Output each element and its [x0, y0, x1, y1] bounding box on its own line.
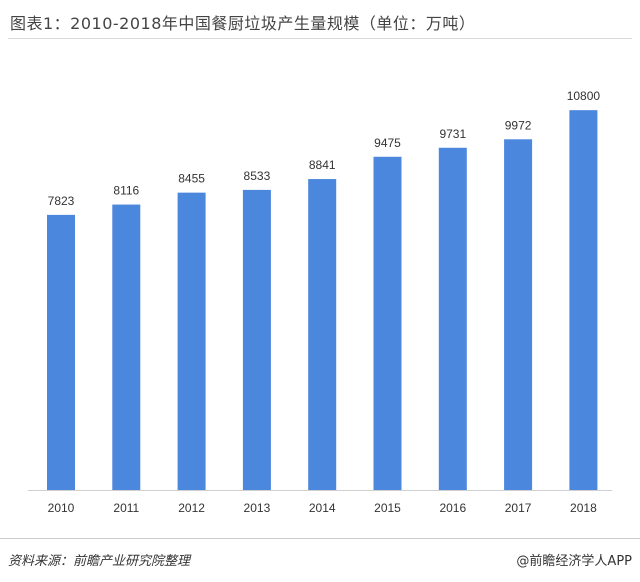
x-tick-label-2018: 2018	[570, 501, 597, 515]
bar-2015	[373, 156, 402, 490]
data-label-2018: 10800	[567, 89, 601, 103]
x-tick-label-2015: 2015	[374, 501, 401, 515]
x-tick-label-2016: 2016	[439, 501, 466, 515]
bar-2017	[504, 139, 533, 490]
bar-2012	[177, 192, 206, 490]
data-label-2011: 8116	[113, 184, 139, 198]
data-label-2010: 7823	[48, 194, 75, 208]
source-note: 资料来源：前瞻产业研究院整理	[8, 554, 191, 569]
bar-chart: 7823 2010 8116 2011 8455 2012 8533 2013 8841 2014…	[28, 89, 612, 515]
bar-2016	[438, 147, 467, 490]
bar-2018	[569, 110, 598, 490]
x-tick-label-2013: 2013	[244, 501, 271, 515]
x-tick-label-2017: 2017	[505, 501, 532, 515]
bar-2011	[112, 204, 141, 491]
x-tick-label-2011: 2011	[113, 501, 139, 515]
x-tick-label-2010: 2010	[48, 501, 75, 515]
data-label-2012: 8455	[178, 172, 205, 186]
title-divider	[8, 38, 632, 39]
data-label-2015: 9475	[374, 136, 401, 150]
x-tick-label-2014: 2014	[309, 501, 336, 515]
bar-2014	[308, 179, 337, 490]
data-label-2013: 8533	[244, 169, 271, 183]
footer-divider	[0, 538, 640, 539]
data-label-2014: 8841	[309, 158, 336, 172]
chart-title: 图表1：2010-2018年中国餐厨垃圾产生量规模（单位：万吨）	[10, 14, 476, 33]
bar-2010	[47, 214, 75, 490]
bars-group: 7823 2010 8116 2011 8455 2012 8533 2013 8841 2014…	[47, 89, 600, 515]
x-tick-label-2012: 2012	[178, 501, 205, 515]
credit-note: @前瞻经济学人APP	[516, 554, 632, 569]
bar-2013	[242, 189, 271, 490]
data-label-2017: 9972	[505, 118, 532, 132]
data-label-2016: 9731	[439, 127, 466, 141]
